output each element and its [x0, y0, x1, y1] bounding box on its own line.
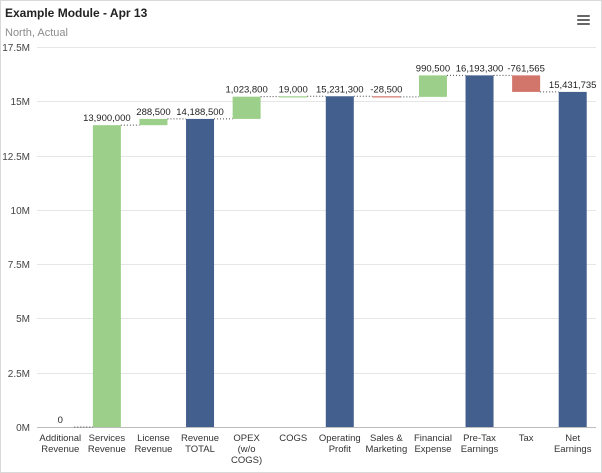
- x-category-label: OPEX (w/o COGS): [231, 433, 262, 466]
- x-category-label: Sales & Marketing: [366, 433, 408, 455]
- waterfall-bar: [418, 75, 447, 97]
- chart-subtitle: North, Actual: [5, 27, 68, 39]
- x-category-label: Revenue TOTAL: [181, 433, 219, 455]
- x-category-label: Operating Profit: [319, 433, 361, 455]
- waterfall-bar: [512, 75, 541, 92]
- data-label: 15,431,735: [549, 80, 597, 91]
- x-category-label: Tax: [519, 433, 534, 444]
- x-category-label: COGS: [279, 433, 307, 444]
- waterfall-bar: [372, 96, 401, 98]
- chart-title: Example Module - Apr 13: [5, 6, 148, 20]
- waterfall-bar: [186, 118, 215, 427]
- waterfall-bar: [465, 75, 494, 428]
- waterfall-bar: [279, 96, 308, 98]
- y-tick-label: 10M: [11, 206, 30, 217]
- data-label: 990,500: [416, 63, 450, 74]
- waterfall-bar: [92, 125, 121, 428]
- waterfall-bar: [232, 96, 261, 119]
- data-label: 13,900,000: [83, 113, 131, 124]
- y-tick-label: 5M: [16, 314, 30, 325]
- x-category-label: License Revenue: [134, 433, 172, 455]
- data-label: 0: [58, 415, 63, 426]
- x-category-label: Financial Expense: [414, 433, 452, 455]
- x-category-label: Pre-Tax Earnings: [461, 433, 499, 455]
- y-tick-label: 2.5M: [8, 369, 30, 380]
- x-category-label: Additional Revenue: [39, 433, 81, 455]
- hamburger-menu-icon[interactable]: [577, 15, 591, 27]
- waterfall-bar: [558, 91, 587, 427]
- data-label: -761,565: [507, 63, 545, 74]
- data-label: 15,231,300: [316, 84, 364, 95]
- waterfall-bar: [139, 118, 168, 126]
- y-tick-label: 0M: [16, 423, 30, 434]
- data-label: 19,000: [279, 84, 308, 95]
- y-tick-label: 12.5M: [2, 152, 30, 163]
- x-category-label: Net Earnings: [554, 433, 592, 455]
- y-tick-label: 17.5M: [2, 43, 30, 54]
- data-label: 288,500: [136, 107, 170, 118]
- data-label: 14,188,500: [176, 107, 224, 118]
- data-label: -28,500: [370, 84, 402, 95]
- data-label: 16,193,300: [456, 63, 504, 74]
- y-tick-label: 15M: [11, 97, 30, 108]
- y-tick-label: 7.5M: [8, 260, 30, 271]
- data-label: 1,023,800: [225, 85, 267, 96]
- waterfall-bar: [325, 96, 354, 427]
- x-category-label: Services Revenue: [88, 433, 126, 455]
